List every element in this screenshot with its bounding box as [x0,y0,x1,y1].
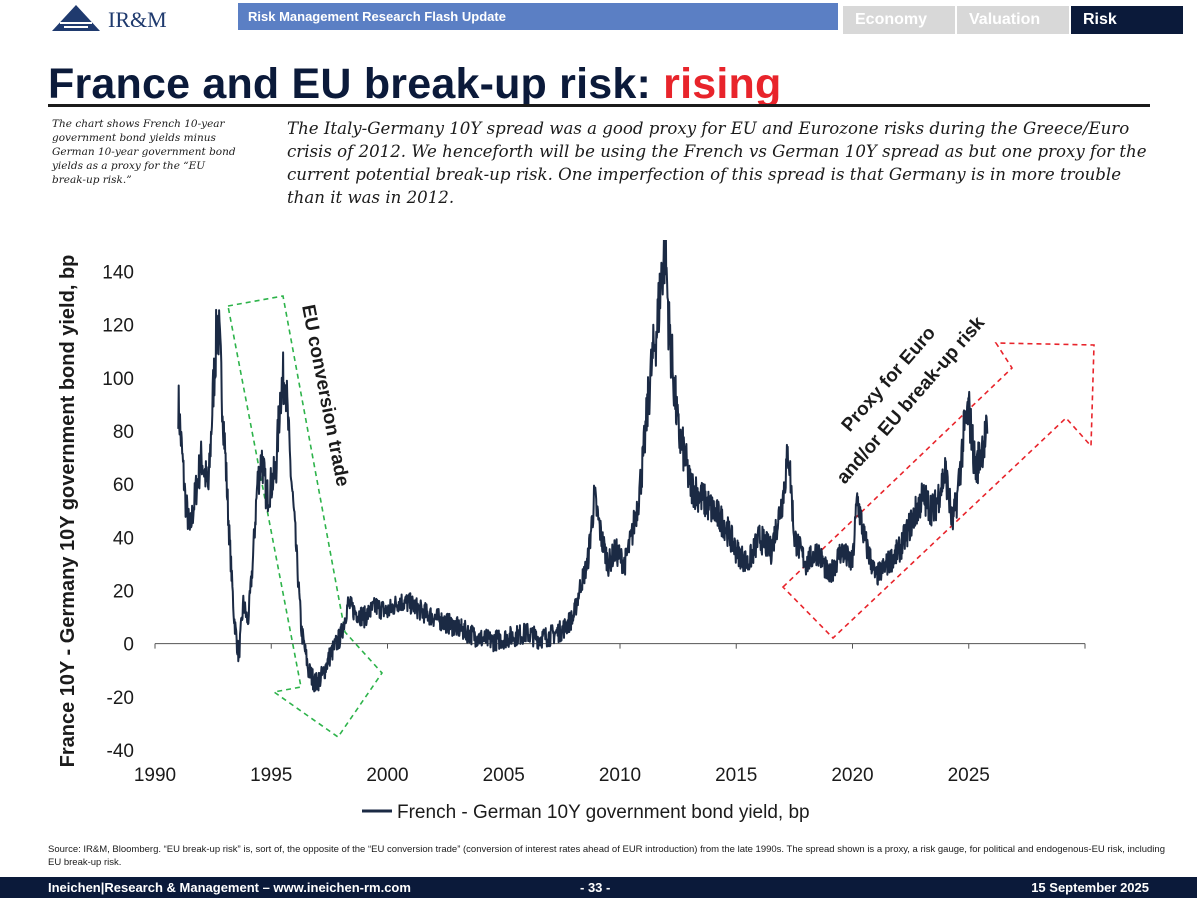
company-logo: IR&M [50,3,185,33]
y-tick-label: -20 [107,688,134,709]
x-tick-label: 2010 [599,765,641,786]
tab-risk[interactable]: Risk [1071,6,1183,34]
spread-chart: -40 -20 0 20 40 60 80 100 120 140 1990 1995 2000 2005… [57,240,1095,823]
chart-side-note: The chart shows French 10-year governmen… [52,118,236,186]
breakup-risk-arrow [781,342,1095,640]
tab-valuation[interactable]: Valuation [957,6,1069,34]
logo-text: IR&M [108,7,167,32]
footer-company: Ineichen|Research & Management – www.ine… [48,880,411,895]
page-number: - 33 - [580,880,611,895]
series-line [177,240,989,693]
source-note: Source: IR&M, Bloomberg. “EU break-up ri… [48,844,1165,868]
x-tick-label: 1995 [250,765,292,786]
page-footer: Ineichen|Research & Management – www.ine… [0,877,1197,898]
y-tick-label: -40 [107,741,134,762]
page-title: France and EU break-up risk: rising [48,60,781,108]
x-tick-label: 2025 [948,765,990,786]
conversion-trade-arrow [227,295,384,739]
lead-paragraph: The Italy-Germany 10Y spread was a good … [287,119,1147,207]
page-title-main: France and EU break-up risk: [48,60,664,108]
x-tick-label: 1990 [134,765,176,786]
y-tick-label: 20 [113,582,134,603]
page-title-accent: rising [663,60,782,108]
logo-triangle-icon [52,5,100,31]
x-tick-label: 2005 [483,765,525,786]
legend-label: French - German 10Y government bond yiel… [397,802,810,823]
y-tick-label: 40 [113,528,134,549]
y-tick-label: 0 [123,635,134,656]
flash-update-bar: Risk Management Research Flash Update [238,3,838,30]
y-tick-label: 60 [113,475,134,496]
section-tabs: Economy Valuation Risk [843,6,1185,34]
title-divider [48,104,1150,107]
tab-economy[interactable]: Economy [843,6,955,34]
conversion-trade-label: EU conversion trade [297,303,353,488]
x-tick-label: 2015 [715,765,757,786]
y-tick-label: 100 [102,369,134,390]
x-tick-label: 2000 [366,765,408,786]
footer-date: 15 September 2025 [1031,880,1149,895]
y-tick-label: 80 [113,422,134,443]
x-tick-label: 2020 [831,765,873,786]
y-axis-label: France 10Y - Germany 10Y government bond… [57,255,79,768]
y-tick-label: 140 [102,263,134,284]
y-tick-label: 120 [102,316,134,337]
